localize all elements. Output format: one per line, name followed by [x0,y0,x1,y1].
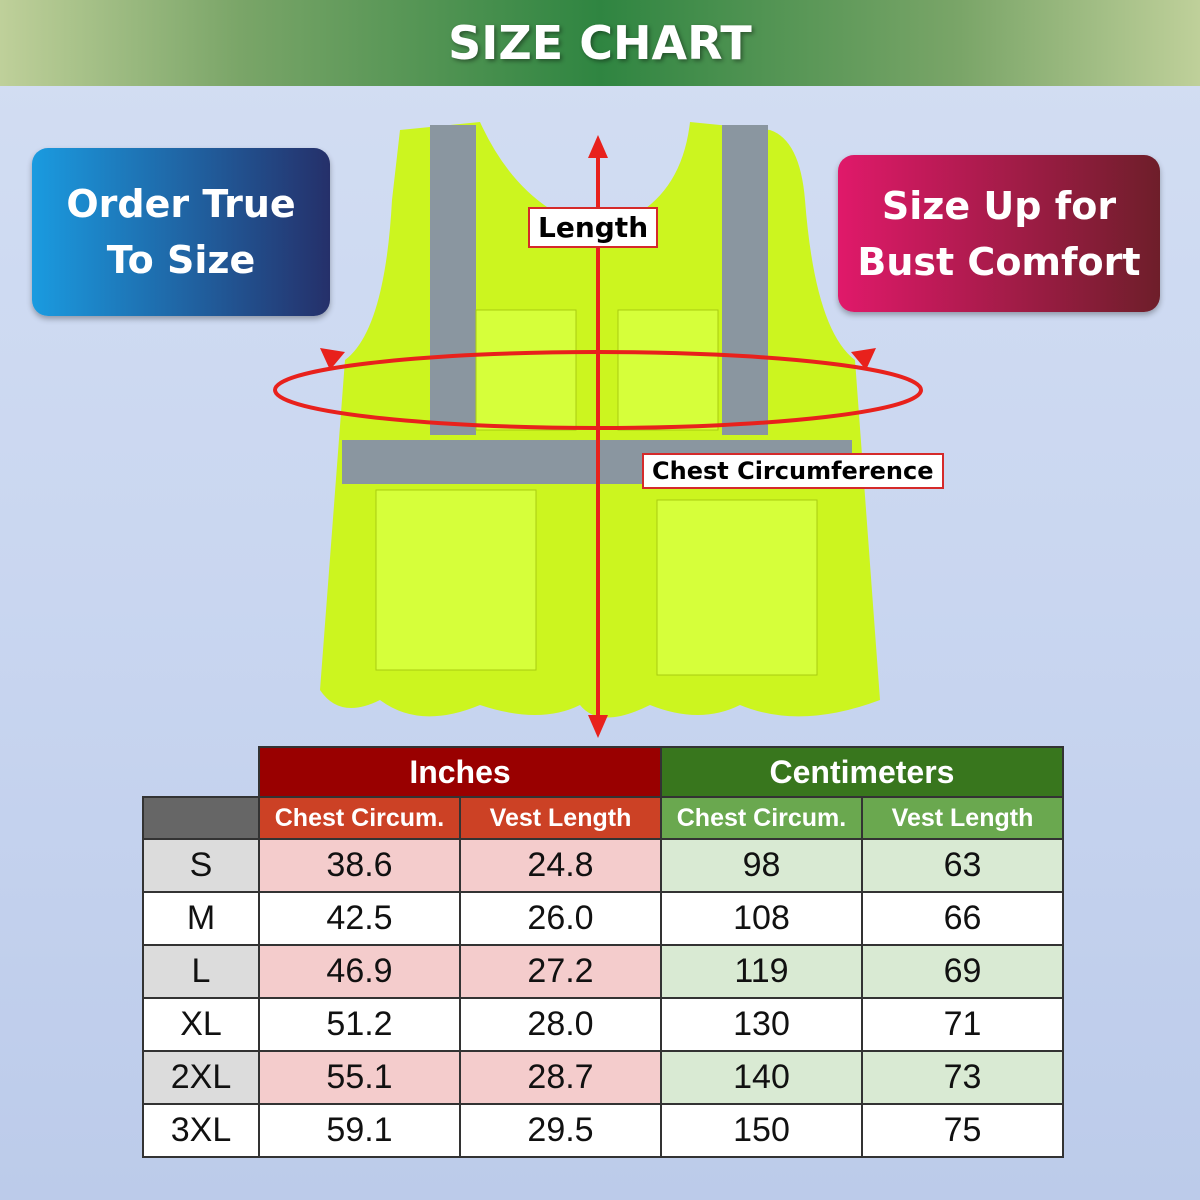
page-title: SIZE CHART [448,16,752,70]
order-true-to-size-badge: Order True To Size [32,148,330,316]
arrowhead-icon [851,348,876,370]
arrowhead-down-icon [588,715,608,738]
column-header: Vest Length [459,796,662,840]
table-row: M 42.5 26.0 108 66 [142,891,1064,946]
value-cell: 71 [861,997,1064,1052]
reflective-strip [722,125,768,435]
badge-line: Bust Comfort [857,239,1141,284]
pocket [656,499,818,676]
size-cell: M [142,891,260,946]
value-cell: 63 [861,838,1064,893]
size-up-badge: Size Up for Bust Comfort [838,155,1160,312]
value-cell: 108 [660,891,863,946]
reflective-strip [430,125,476,435]
table-row: L 46.9 27.2 119 69 [142,944,1064,999]
pocket [375,489,537,671]
value-cell: 150 [660,1103,863,1158]
table-row: XL 51.2 28.0 130 71 [142,997,1064,1052]
inches-header: Inches [258,746,662,798]
value-cell: 98 [660,838,863,893]
value-cell: 29.5 [459,1103,662,1158]
table-row: S 38.6 24.8 98 63 [142,838,1064,893]
value-cell: 66 [861,891,1064,946]
value-cell: 140 [660,1050,863,1105]
value-cell: 46.9 [258,944,461,999]
value-cell: 119 [660,944,863,999]
value-cell: 51.2 [258,997,461,1052]
value-cell: 28.7 [459,1050,662,1105]
value-cell: 28.0 [459,997,662,1052]
badge-line: To Size [106,238,256,282]
size-cell: XL [142,997,260,1052]
value-cell: 130 [660,997,863,1052]
length-label: Length [528,207,659,248]
badge-line: Size Up for [881,183,1117,228]
value-cell: 55.1 [258,1050,461,1105]
column-header: Chest Circum. [660,796,863,840]
pocket [617,309,719,431]
size-cell: 2XL [142,1050,260,1105]
value-cell: 27.2 [459,944,662,999]
value-cell: 69 [861,944,1064,999]
table-row: 2XL 55.1 28.7 140 73 [142,1050,1064,1105]
size-cell: 3XL [142,1103,260,1158]
value-cell: 73 [861,1050,1064,1105]
vest-illustration [273,122,923,738]
value-cell: 59.1 [258,1103,461,1158]
arrowhead-icon [320,348,345,370]
column-header: Chest Circum. [258,796,461,840]
size-cell: L [142,944,260,999]
value-cell: 26.0 [459,891,662,946]
size-cell: S [142,838,260,893]
pocket [475,309,577,431]
badge-line: Order True [66,182,296,226]
centimeters-header: Centimeters [660,746,1064,798]
arrowhead-up-icon [588,135,608,158]
value-cell: 42.5 [258,891,461,946]
blank-cell [143,747,259,797]
value-cell: 75 [861,1103,1064,1158]
table-row: 3XL 59.1 29.5 150 75 [142,1103,1064,1158]
value-cell: 24.8 [459,838,662,893]
title-banner: SIZE CHART [0,0,1200,86]
size-header [142,796,260,840]
column-header: Vest Length [861,796,1064,840]
size-table: Inches Centimeters Chest Circum. Vest Le… [142,746,1064,1158]
value-cell: 38.6 [258,838,461,893]
chest-circumference-label: Chest Circumference [642,453,944,489]
